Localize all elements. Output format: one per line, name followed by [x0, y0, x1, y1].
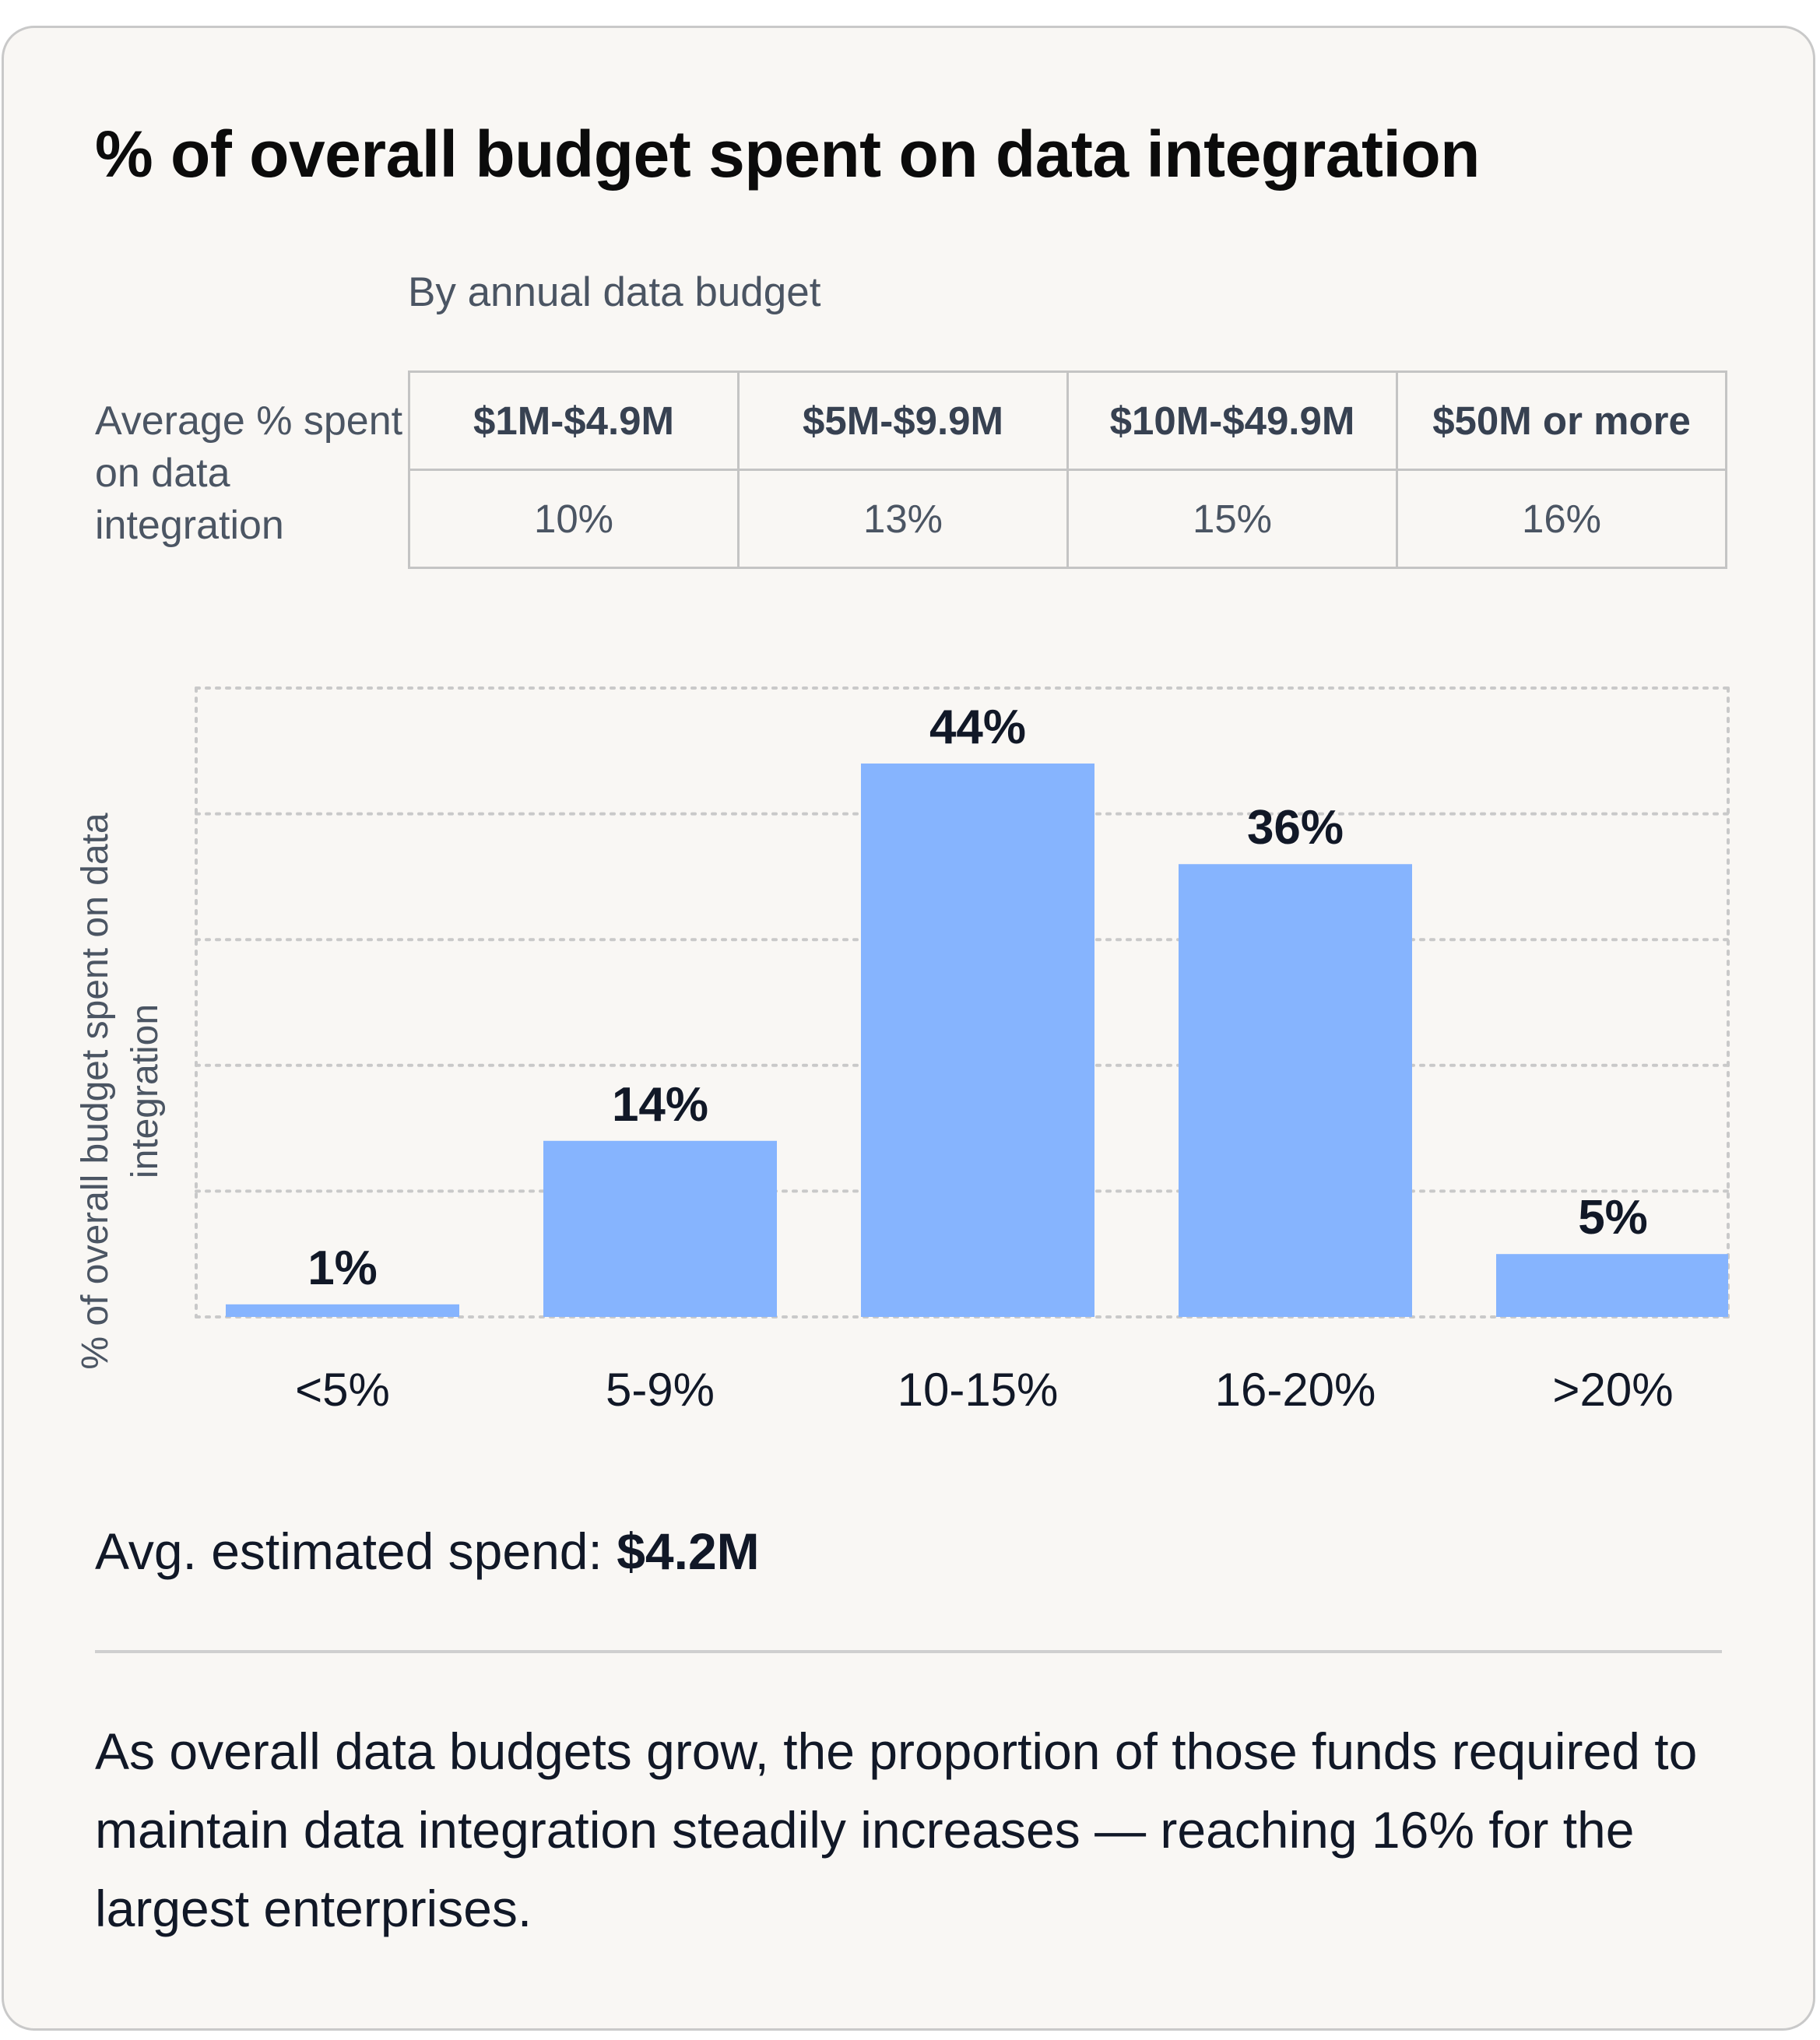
table-subtitle: By annual data budget: [408, 269, 821, 315]
bar: [1496, 1254, 1728, 1317]
x-tick-label: 16-20%: [1215, 1364, 1376, 1416]
table-header-cell: $50M or more: [1396, 370, 1727, 471]
bar: [226, 1304, 459, 1317]
data-label: 14%: [612, 1078, 708, 1132]
table-row-label: Average % spent on data integration: [95, 399, 403, 548]
avg-spend: Avg. estimated spend: $4.2M: [95, 1522, 760, 1581]
summary-text: As overall data budgets grow, the propor…: [95, 1722, 1698, 1937]
bar: [1179, 864, 1412, 1317]
divider: [95, 1650, 1722, 1653]
bar: [543, 1140, 777, 1317]
table-header-cell: $5M-$9.9M: [737, 370, 1069, 471]
x-tick-label: 5-9%: [606, 1364, 715, 1416]
x-tick-label: 10-15%: [898, 1364, 1059, 1416]
y-axis-label: % of overall budget spent on data integr…: [75, 813, 166, 1370]
table-row: 10% 13% 15% 16%: [408, 469, 1727, 569]
table-header-row: $1M-$4.9M $5M-$9.9M $10M-$49.9M $50M or …: [408, 370, 1727, 471]
table-cell: 16%: [1396, 469, 1727, 569]
table-cell: 15%: [1066, 469, 1398, 569]
x-tick-label: <5%: [295, 1364, 390, 1416]
data-label: 44%: [929, 700, 1026, 754]
x-tick-label: >20%: [1552, 1364, 1673, 1416]
bar-chart: 1% <5% 14% 5-9% 44% 10-15% 36% 16-20% 5% >20%: [195, 686, 1730, 1416]
page-title: % of overall budget spent on data integr…: [95, 118, 1480, 191]
data-label: 36%: [1247, 801, 1344, 855]
data-label: 5%: [1578, 1191, 1648, 1245]
table-cell: 10%: [408, 469, 740, 569]
table-cell: 13%: [737, 469, 1069, 569]
avg-spend-value: $4.2M: [617, 1522, 760, 1580]
budget-table: $1M-$4.9M $5M-$9.9M $10M-$49.9M $50M or …: [408, 370, 1727, 569]
avg-spend-label: Avg. estimated spend:: [95, 1522, 603, 1580]
table-header-cell: $10M-$49.9M: [1066, 370, 1398, 471]
data-label: 1%: [307, 1241, 378, 1295]
table-header-cell: $1M-$4.9M: [408, 370, 740, 471]
bar: [861, 763, 1094, 1317]
